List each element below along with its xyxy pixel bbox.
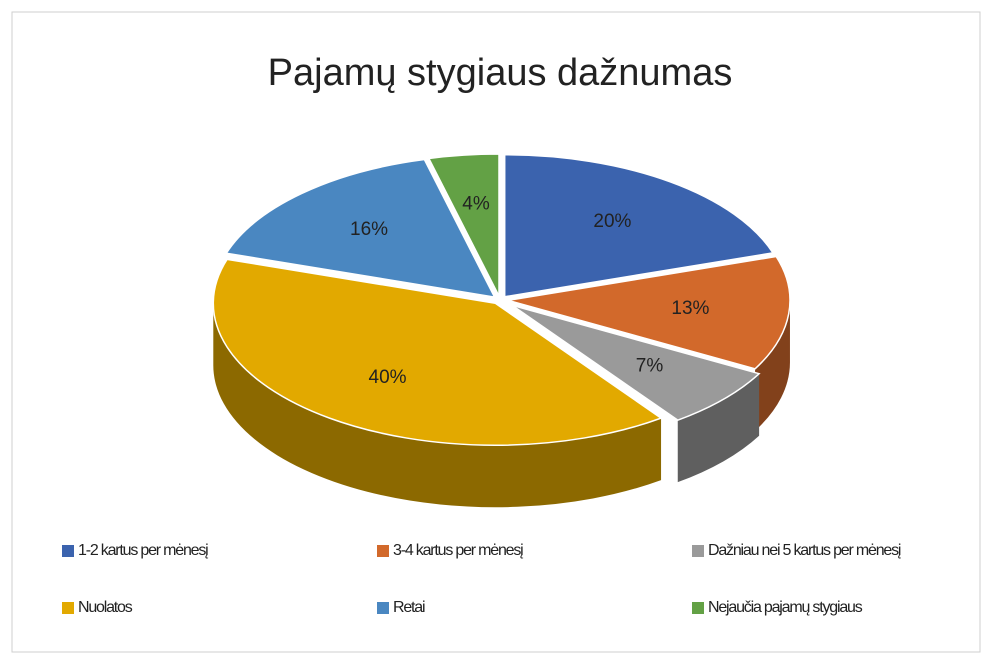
legend-label: 1-2 kartus per mėnesį xyxy=(78,542,208,559)
legend-swatch xyxy=(692,602,704,614)
pie-tops xyxy=(212,153,791,446)
data-label: 20% xyxy=(593,211,631,232)
legend-swatch xyxy=(62,545,74,557)
legend-label: Nuolatos xyxy=(78,599,133,616)
pie-walls xyxy=(213,300,790,508)
slice xyxy=(507,255,791,370)
slice xyxy=(427,153,500,297)
slice-side xyxy=(755,300,790,431)
slice xyxy=(503,154,775,298)
data-label: 13% xyxy=(671,298,709,319)
slice xyxy=(212,258,663,446)
legend-label: Nejaučia pajamų stygiaus xyxy=(708,599,863,616)
legend-label: 3-4 kartus per mėnesį xyxy=(393,542,523,559)
legend-label: Retai xyxy=(393,599,425,616)
legend-swatch xyxy=(692,545,704,557)
data-label: 16% xyxy=(350,219,388,240)
legend-label: Dažniau nei 5 kartus per mėnesį xyxy=(708,542,901,559)
data-label: 7% xyxy=(636,355,664,376)
legend-swatch xyxy=(377,545,389,557)
slice xyxy=(225,158,496,299)
slice-side xyxy=(677,373,760,483)
legend-swatch xyxy=(377,602,389,614)
chart-title: Pajamų stygiaus dažnumas xyxy=(268,52,733,94)
data-label: 40% xyxy=(369,367,407,388)
slice xyxy=(511,304,761,422)
data-label: 4% xyxy=(462,193,490,214)
legend-swatch xyxy=(62,602,74,614)
slice-side xyxy=(213,303,662,508)
